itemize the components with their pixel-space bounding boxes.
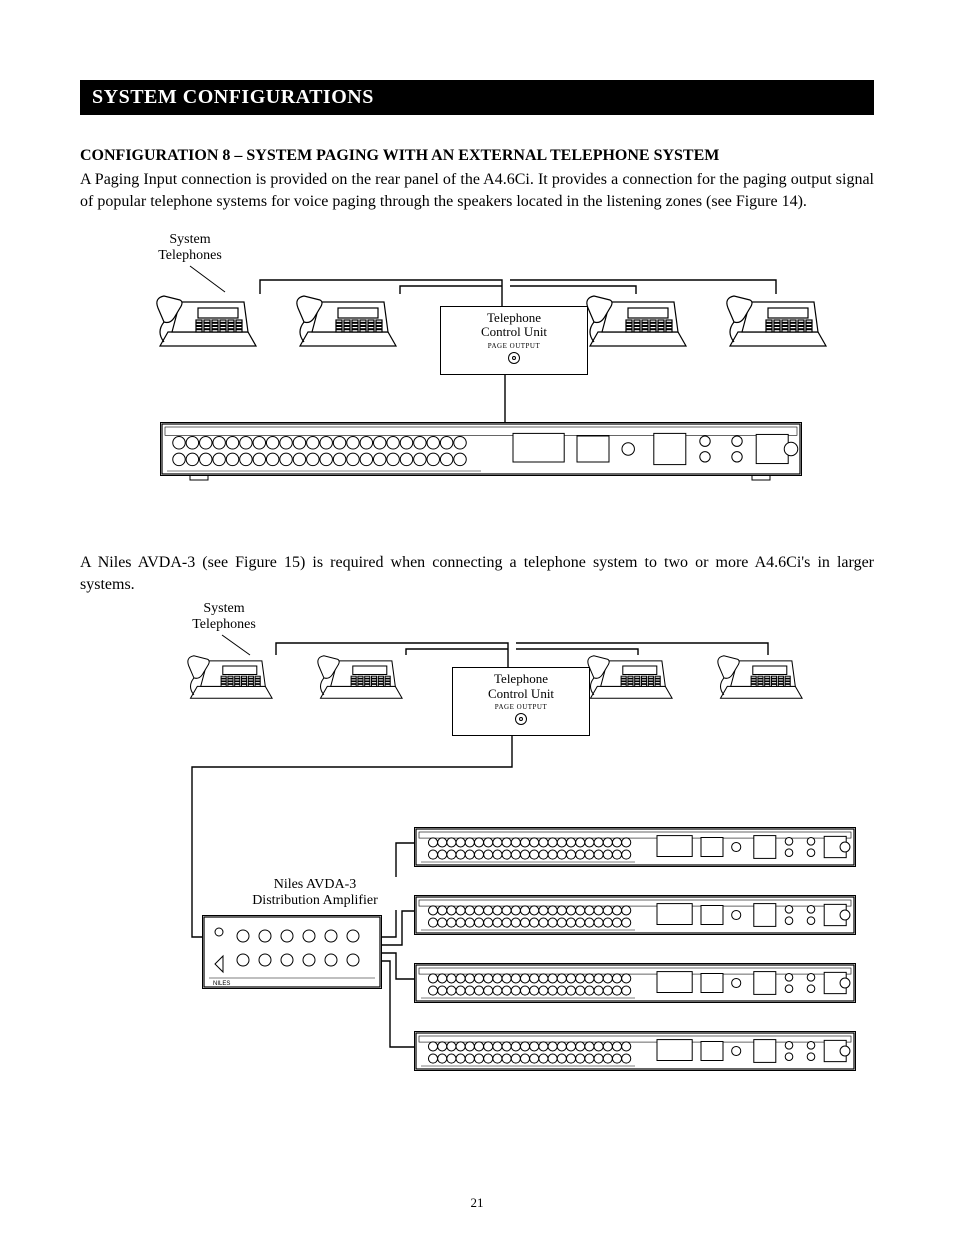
label-system-telephones: SystemTelephones	[164, 601, 284, 633]
telephone-icon	[712, 649, 806, 702]
telephone-icon	[580, 288, 690, 350]
telephone-icon	[182, 649, 276, 702]
paragraph-2: A Niles AVDA-3 (see Figure 15) is requir…	[80, 552, 874, 595]
telephone-control-unit: TelephoneControl UnitPAGE OUTPUT	[440, 306, 588, 375]
document-page: SYSTEM CONFIGURATIONS CONFIGURATION 8 – …	[0, 0, 954, 1235]
figure-14: SystemTelephones	[80, 232, 880, 502]
telephone-icon	[150, 288, 260, 350]
avda-distribution-amplifier: NILES	[202, 915, 382, 989]
telephone-icon	[720, 288, 830, 350]
label-system-telephones: SystemTelephones	[130, 232, 250, 264]
rack-unit	[414, 963, 856, 1003]
rack-unit	[414, 827, 856, 867]
section-header: SYSTEM CONFIGURATIONS	[80, 80, 874, 115]
telephone-control-unit: TelephoneControl UnitPAGE OUTPUT	[452, 667, 590, 736]
figure-15: SystemTelephones	[80, 607, 880, 1087]
rack-unit	[414, 1031, 856, 1071]
label-avda: Niles AVDA-3Distribution Amplifier	[230, 877, 400, 909]
paragraph-1: A Paging Input connection is provided on…	[80, 169, 874, 212]
rack-unit	[414, 895, 856, 935]
telephone-icon	[312, 649, 406, 702]
telephone-icon	[582, 649, 676, 702]
svg-text:NILES: NILES	[213, 981, 230, 987]
config-title: CONFIGURATION 8 – SYSTEM PAGING WITH AN …	[80, 147, 874, 165]
page-number: 21	[0, 1195, 954, 1211]
rack-unit	[160, 422, 802, 476]
telephone-icon	[290, 288, 400, 350]
